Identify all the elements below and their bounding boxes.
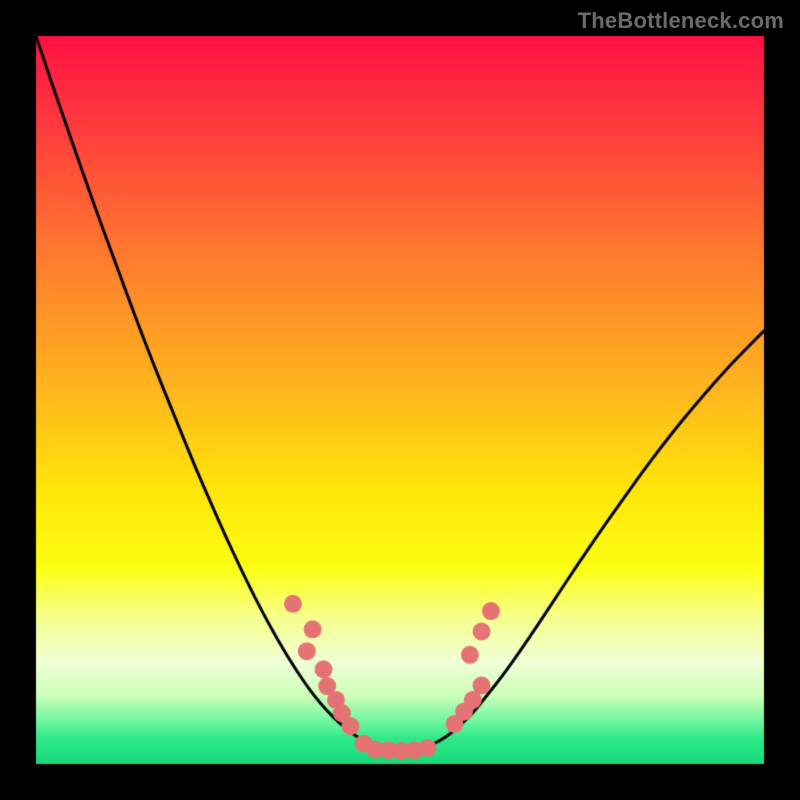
bottleneck-curve-chart	[0, 0, 800, 800]
watermark-label: TheBottleneck.com	[578, 8, 784, 34]
chart-stage: TheBottleneck.com	[0, 0, 800, 800]
